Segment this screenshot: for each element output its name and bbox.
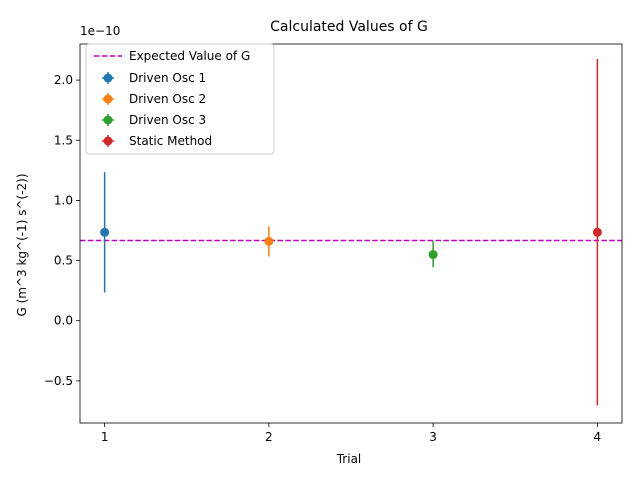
legend-series-label: Static Method <box>129 134 212 148</box>
x-tick-label: 2 <box>265 430 273 444</box>
series-2 <box>264 226 274 257</box>
chart-title: Calculated Values of G <box>270 19 428 35</box>
legend-swatch-marker <box>103 94 113 104</box>
legend-series-label: Driven Osc 3 <box>129 113 206 127</box>
legend-box <box>85 43 275 155</box>
y-tick-label: 0.0 <box>54 314 73 328</box>
x-tick-label: 1 <box>101 430 109 444</box>
x-tick-label: 3 <box>429 430 437 444</box>
y-tick-label: 1.0 <box>54 193 73 207</box>
plot-frame <box>79 43 623 424</box>
data-point <box>100 227 110 237</box>
series-4 <box>592 59 602 406</box>
legend-swatch-marker <box>103 73 113 83</box>
series-1 <box>100 172 110 293</box>
y-tick-label: 1.5 <box>54 133 73 147</box>
legend-expected-label: Expected Value of G <box>129 49 250 63</box>
plot-area: 1 2 3 4 −0.5 0.0 0.5 1.0 1.5 2.0 <box>44 43 623 444</box>
legend: Expected Value of G Driven Osc 1 Driven Os… <box>85 43 275 155</box>
data-point <box>592 227 602 237</box>
legend-swatch-marker <box>103 136 113 146</box>
x-axis-label: Trial <box>336 452 362 466</box>
y-tick-label: 0.5 <box>54 254 73 268</box>
legend-series-label: Driven Osc 1 <box>129 71 206 85</box>
series-3 <box>428 240 438 268</box>
legend-swatch-marker <box>103 115 113 125</box>
data-point <box>264 236 274 246</box>
y-axis-offset-label: 1e−10 <box>80 24 120 38</box>
legend-series-label: Driven Osc 2 <box>129 92 206 106</box>
y-axis-label: G (m^3 kg^(-1) s^(-2)) <box>15 173 29 316</box>
data-point <box>428 250 438 260</box>
y-tick-label: 2.0 <box>54 73 73 87</box>
x-tick-label: 4 <box>594 430 602 444</box>
y-tick-label: −0.5 <box>44 374 73 388</box>
